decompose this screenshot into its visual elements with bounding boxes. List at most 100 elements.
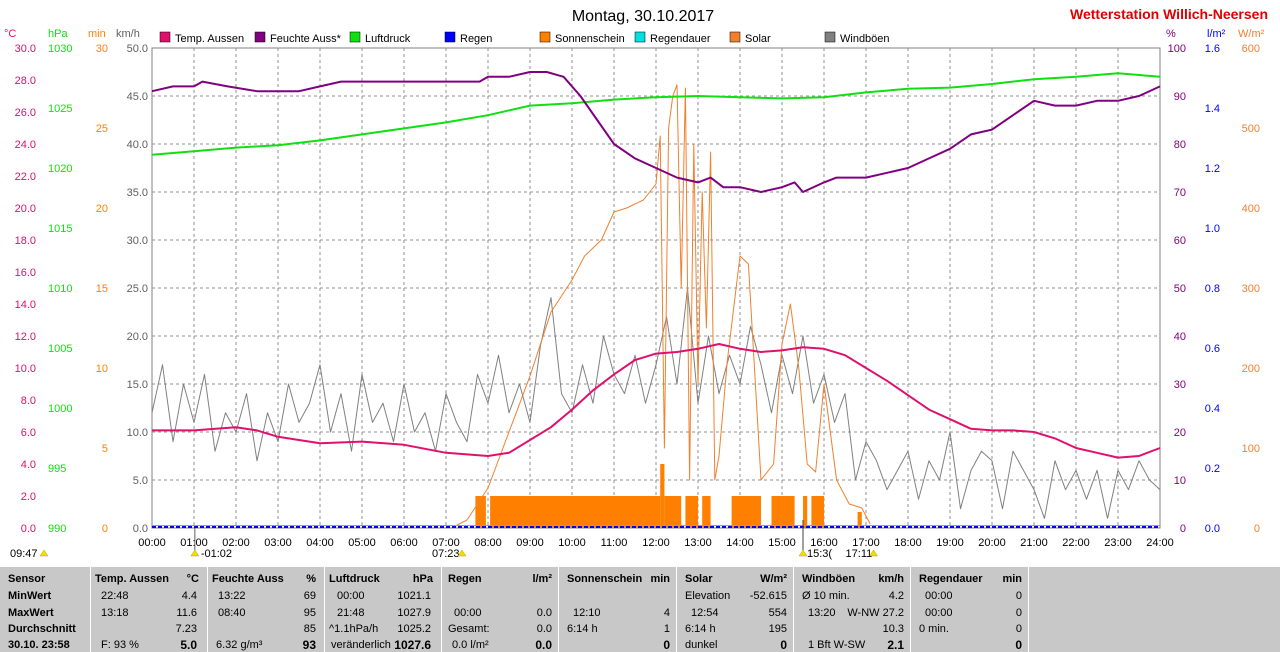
sun-avg: 1 — [663, 623, 670, 635]
tick-temp: 22.0 — [15, 171, 36, 183]
tick-temp: 18.0 — [15, 235, 36, 247]
rain-max-val: 0.0 — [536, 607, 552, 619]
tick-temp: 26.0 — [15, 107, 36, 119]
tick-kmh: 45.0 — [127, 91, 148, 103]
tick-min: 10 — [96, 363, 108, 375]
tick-time: 10:00 — [558, 537, 586, 549]
wind-avg10-label: Ø 10 min. — [802, 590, 850, 602]
rain-current: 0.0 — [535, 638, 552, 652]
tick-temp: 24.0 — [15, 139, 36, 151]
tick-time: 14:00 — [726, 537, 754, 549]
tick-time: 13:00 — [684, 537, 712, 549]
tick-pressure: 1030 — [48, 43, 72, 55]
tick-lm2: 0.6 — [1205, 343, 1220, 355]
last-update: 30.10. 23:58 — [8, 639, 70, 651]
tick-pct: 90 — [1174, 91, 1186, 103]
solar-foot-label: dunkel — [685, 639, 718, 651]
tick-temp: 10.0 — [15, 363, 36, 375]
tick-pct: 40 — [1174, 331, 1186, 343]
temp-min-time: 22:48 — [101, 590, 129, 602]
tick-temp: 6.0 — [21, 427, 36, 439]
axis-ticks: 30.0 28.0 26.0 24.0 22.0 20.0 18.0 16.0 14.0 12.0… — [15, 43, 1260, 549]
temp-min-val: 4.4 — [181, 590, 197, 602]
row-label-avg: Durchschnitt — [8, 623, 76, 635]
tick-kmh: 20.0 — [127, 331, 148, 343]
press-trend: ^1.1hPa/h — [329, 623, 379, 635]
legend-label: Feuchte Auss* — [270, 33, 342, 45]
tick-temp: 4.0 — [21, 459, 36, 471]
solar-elevation: -52.615 — [749, 590, 787, 602]
tick-kmh: 35.0 — [127, 187, 148, 199]
tick-pct: 60 — [1174, 235, 1186, 247]
tick-min: 30 — [96, 43, 108, 55]
raindur-min-val: 0 — [1015, 590, 1022, 602]
wind-max-time: 13:20 — [808, 607, 836, 619]
hum-foot-label: 6.32 g/m³ — [216, 639, 263, 651]
legend-swatch — [539, 31, 551, 43]
raindur-max-time: 00:00 — [925, 607, 953, 619]
tick-time: 00:00 — [138, 537, 166, 549]
axis-unit-right: W/m² — [1238, 28, 1265, 40]
legend-label: Windböen — [840, 33, 890, 45]
sunshine-bar — [685, 496, 698, 528]
tick-kmh: 30.0 — [127, 235, 148, 247]
tick-pct: 80 — [1174, 139, 1186, 151]
wind-avg: 10.3 — [882, 623, 904, 635]
tick-pressure: 1010 — [48, 283, 72, 295]
tick-pct: 100 — [1168, 43, 1186, 55]
stats-header-sensor: Sensor — [8, 573, 46, 585]
tick-time: 24:00 — [1146, 537, 1174, 549]
tick-time: 04:00 — [306, 537, 334, 549]
stats-header-sunshine: Sonnenschein — [567, 573, 643, 585]
sun-current: 0 — [663, 638, 670, 652]
tick-kmh: 40.0 — [127, 139, 148, 151]
stats-unit-temp: °C — [186, 573, 199, 585]
stats-solar: Solar W/m² Elevation -52.615 12:54 554 6… — [677, 567, 793, 652]
sunshine-bar — [771, 496, 795, 528]
hum-current: 93 — [302, 638, 316, 652]
stats-unit-humidity: % — [306, 573, 316, 585]
legend: Temp. Aussen Feuchte Auss* Luftdruck Regen S… — [159, 31, 890, 45]
tick-temp: 2.0 — [21, 491, 36, 503]
axis-units: °C hPa min km/h% l/m² W/m² — [4, 28, 1265, 40]
press-foot-label: veränderlich — [331, 639, 391, 651]
raindur-avg-label: 0 min. — [919, 623, 949, 635]
tick-pct: 30 — [1174, 379, 1186, 391]
row-label-max: MaxWert — [8, 607, 54, 619]
sunshine-bar — [731, 496, 761, 528]
row-label-min: MinWert — [8, 590, 52, 602]
tick-time: 01:00 — [180, 537, 208, 549]
rain-total: 0.0 — [536, 623, 552, 635]
solar-avg-label: 6:14 h — [685, 623, 716, 635]
sun-icon — [869, 549, 879, 557]
tick-time: 12:00 — [642, 537, 670, 549]
legend-swatch — [634, 31, 646, 43]
stats-humidity: Feuchte Auss % 13:22 69 08:40 95 85 6.32… — [208, 567, 324, 652]
tick-pressure: 1015 — [48, 223, 72, 235]
tick-time: 16:00 — [810, 537, 838, 549]
tick-pressure: 1005 — [48, 343, 72, 355]
weather-chart: Montag, 30.10.2017 Wetterstation Willich… — [4, 6, 1268, 560]
series-pressure — [151, 72, 1161, 156]
sunshine-bar — [664, 496, 682, 528]
stats-header-wind: Windböen — [802, 573, 856, 585]
moon-label: -01:02 — [201, 548, 232, 560]
tick-min: 0 — [102, 523, 108, 535]
tick-lm2: 1.4 — [1205, 103, 1220, 115]
stats-unit-sunshine: min — [650, 573, 670, 585]
sunshine-bar — [490, 496, 661, 528]
tick-wm2: 200 — [1242, 363, 1260, 375]
solar-avg: 195 — [768, 623, 787, 635]
series-humidity — [151, 71, 1161, 193]
sun-max-val: 4 — [663, 607, 670, 619]
raindur-max-val: 0 — [1015, 607, 1022, 619]
tick-time: 02:00 — [222, 537, 250, 549]
tick-time: 18:00 — [894, 537, 922, 549]
tick-lm2: 1.2 — [1205, 163, 1220, 175]
stats-unit-wind: km/h — [878, 573, 904, 585]
press-max-time: 21:48 — [337, 607, 365, 619]
hum-max-val: 95 — [303, 607, 316, 619]
solar-max-val: 554 — [768, 607, 787, 619]
tick-time: 15:00 — [768, 537, 796, 549]
legend-swatch — [444, 31, 456, 43]
